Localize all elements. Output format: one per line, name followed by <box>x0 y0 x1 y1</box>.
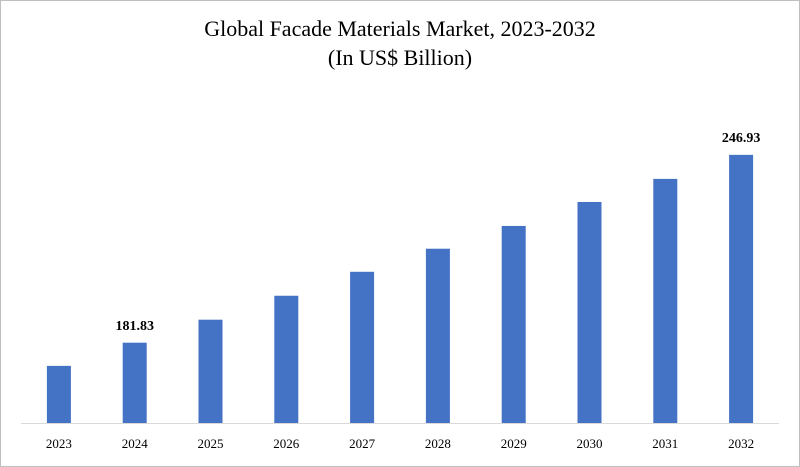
x-tick-label: 2027 <box>349 436 376 451</box>
bar <box>729 154 754 424</box>
bar <box>46 365 71 423</box>
x-tick-label: 2026 <box>273 436 300 451</box>
x-tick-label: 2031 <box>652 436 678 451</box>
bar <box>425 248 450 423</box>
chart-title: Global Facade Materials Market, 2023-203… <box>204 16 596 41</box>
bar <box>198 319 223 423</box>
x-tick-label: 2025 <box>198 436 224 451</box>
value-label: 246.93 <box>722 131 761 146</box>
bar <box>350 271 375 423</box>
bar <box>577 201 602 423</box>
bar <box>274 295 299 423</box>
bar <box>122 342 147 423</box>
x-tick-label: 2028 <box>425 436 451 451</box>
x-tick-label: 2030 <box>577 436 603 451</box>
x-tick-label: 2029 <box>501 436 527 451</box>
value-label: 181.83 <box>115 319 154 334</box>
x-tick-label: 2024 <box>122 436 149 451</box>
bar <box>653 178 678 423</box>
bar <box>501 225 526 423</box>
x-tick-label: 2032 <box>728 436 754 451</box>
chart-subtitle: (In US$ Billion) <box>328 45 472 70</box>
x-tick-label: 2023 <box>46 436 72 451</box>
